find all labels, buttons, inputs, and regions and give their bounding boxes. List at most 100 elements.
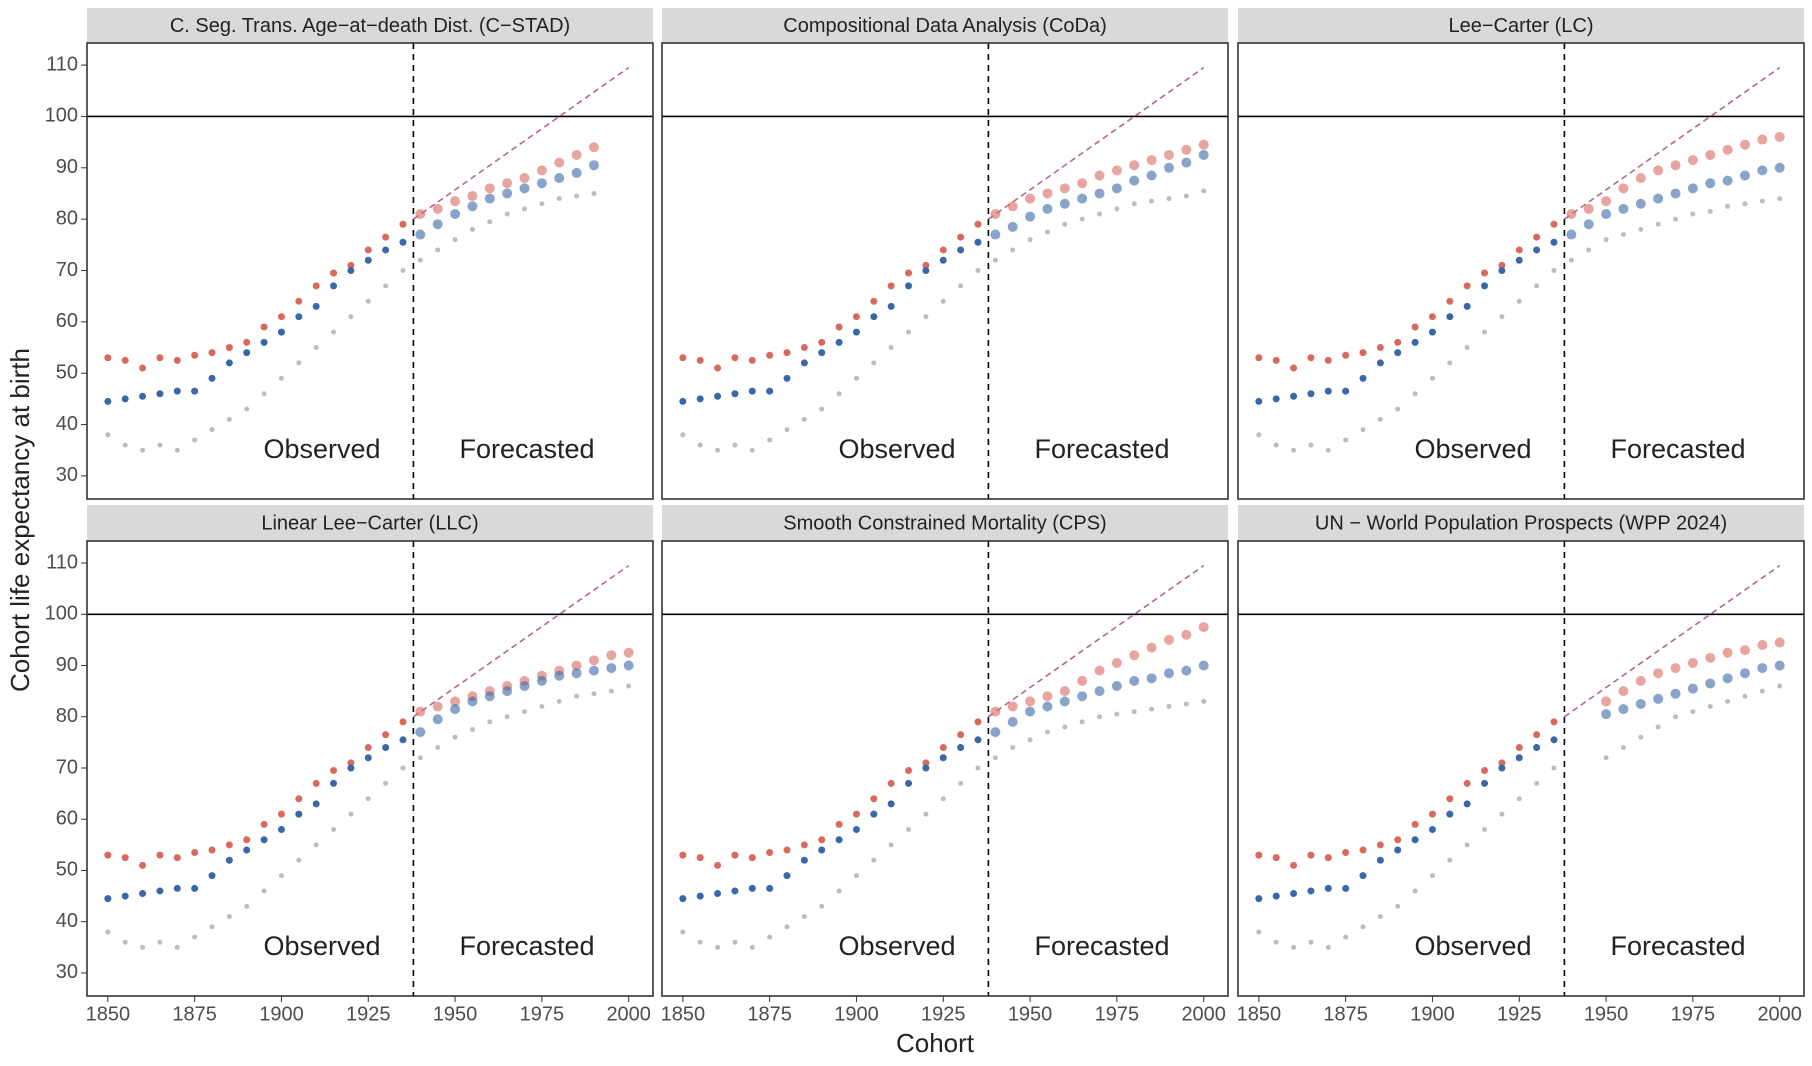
point [539,704,545,710]
point [467,191,478,202]
point [1198,622,1209,633]
point [452,237,458,243]
point [1550,238,1558,246]
point [1722,647,1733,658]
point [432,701,443,712]
point [608,688,614,694]
point [1376,841,1384,849]
point [105,929,111,935]
x-tick-label: 1900 [834,1003,879,1025]
point [140,447,146,453]
point [1343,934,1349,940]
point [539,201,545,207]
point [400,765,406,771]
point [399,238,407,246]
point [1533,246,1541,254]
point [1059,198,1070,209]
point [347,759,355,767]
point [1149,198,1155,204]
point [606,650,617,661]
point [1010,744,1016,750]
point [1759,688,1765,694]
point [1166,196,1172,202]
point [484,193,495,204]
point [975,765,981,771]
point [696,356,704,364]
point [121,395,129,403]
point [990,727,1001,738]
point [1463,779,1471,787]
point [1077,675,1088,686]
point [1655,221,1661,227]
point [313,842,319,848]
point [835,820,843,828]
point [139,890,147,898]
point [156,390,164,398]
point [1498,261,1506,269]
point [1481,269,1489,277]
point [1550,736,1558,744]
point [1114,206,1120,212]
point [522,206,528,212]
point [1007,201,1018,212]
point [208,349,216,357]
point [1163,634,1174,645]
point [243,836,251,844]
point [1516,298,1522,304]
point [1181,665,1192,676]
point [450,196,461,207]
point [1307,354,1315,362]
point [1394,349,1402,357]
point [192,437,198,443]
point [383,283,389,289]
point [277,328,285,336]
point [1498,764,1506,772]
point [588,142,599,153]
point [1601,209,1612,219]
point [571,149,582,160]
point [1324,884,1332,892]
point [696,854,704,862]
point [504,714,510,720]
point [1198,139,1209,150]
point [1739,668,1750,679]
point [905,269,913,277]
point [295,795,303,803]
point [487,719,493,725]
point [1534,283,1540,289]
point [330,269,338,277]
point [571,167,582,178]
point [1670,663,1681,674]
point [1042,188,1053,199]
diagonal-line [1563,66,1781,220]
point [156,354,164,362]
point [1042,203,1053,214]
point [679,851,687,859]
point [679,397,687,405]
point [173,884,181,892]
point [1464,345,1470,351]
point [1774,131,1785,142]
point [1777,196,1783,202]
x-axis-title: Cohort [896,1028,975,1058]
point [906,826,912,832]
point [767,934,773,940]
point [696,892,704,900]
strip [87,505,653,541]
point [1359,349,1367,357]
annotation: Observed [263,434,380,464]
y-tick-label: 100 [45,105,78,127]
y-tick-label: 90 [56,156,78,178]
point [225,359,233,367]
point [226,914,232,920]
point [1308,442,1314,448]
point [679,895,687,903]
point [871,857,877,863]
point [800,359,808,367]
panel-title: Compositional Data Analysis (CoDa) [783,15,1106,37]
point [1429,375,1435,381]
point [715,447,721,453]
point [1290,364,1298,372]
point [244,406,250,412]
point [1077,178,1088,189]
